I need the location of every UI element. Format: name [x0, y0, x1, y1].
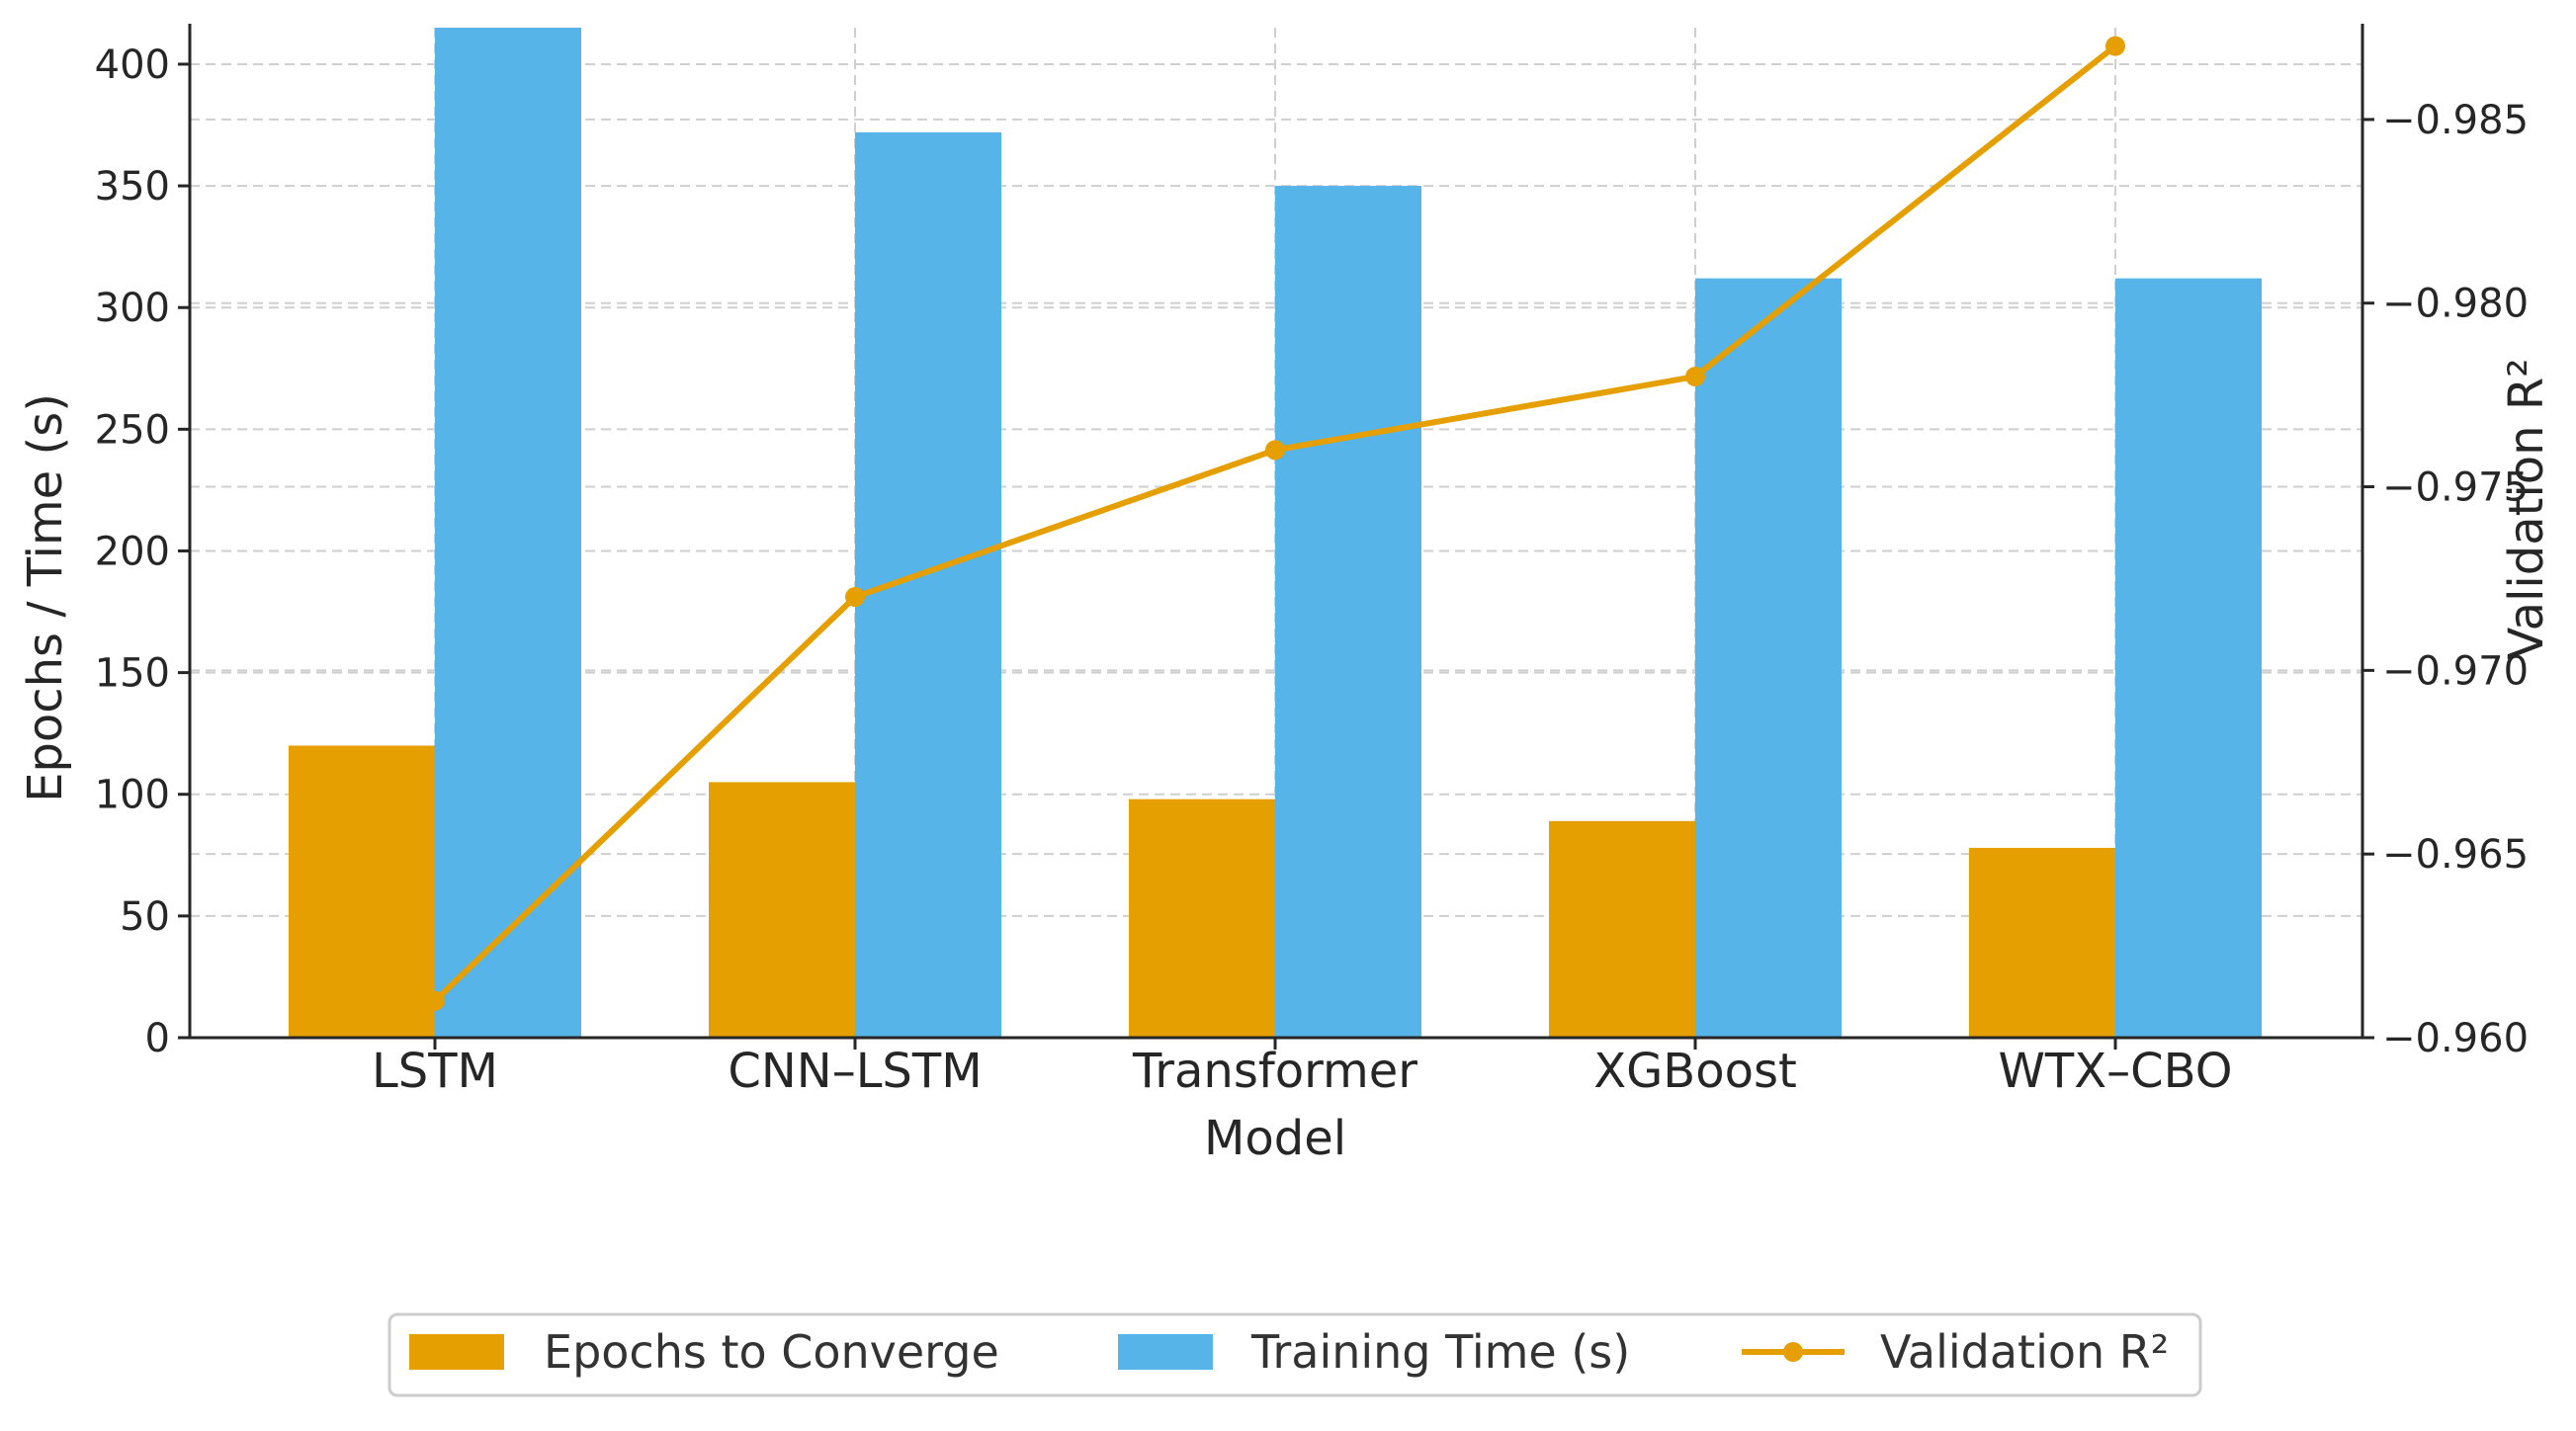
x-tick-label: Transformer — [1132, 1044, 1417, 1099]
y-tick-label-left: 200 — [95, 529, 170, 574]
legend-label-validation: Validation R² — [1880, 1325, 2169, 1379]
x-tick-label: WTX–CBO — [1998, 1044, 2232, 1099]
legend-swatch-training-time — [1118, 1334, 1213, 1370]
y-tick-label-left: 50 — [120, 894, 170, 940]
legend-swatch-epochs — [409, 1334, 504, 1370]
validation-r2-point — [845, 587, 865, 608]
bar-training-time-lstm — [435, 28, 581, 1038]
y-axis-title-right: Validation R² — [2499, 359, 2554, 660]
y-tick-label-right: −0.985 — [2382, 98, 2529, 143]
legend-marker-validation — [1783, 1342, 1803, 1362]
legend-label-training-time: Training Time (s) — [1250, 1325, 1630, 1379]
y-tick-label-left: 0 — [145, 1016, 170, 1061]
x-tick-label: CNN–LSTM — [728, 1044, 982, 1099]
line-layer — [425, 36, 2125, 1011]
bar-training-time-transformer — [1275, 186, 1421, 1039]
bar-training-time-cnn-lstm — [855, 131, 1001, 1038]
y-tick-label-left: 400 — [95, 42, 170, 88]
y-tick-label-left: 350 — [95, 164, 170, 210]
bar-training-time-wtx-cbo — [2115, 278, 2262, 1038]
bar-epochs-transformer — [1129, 799, 1275, 1038]
y-tick-label-left: 300 — [95, 286, 170, 331]
y-tick-label-left: 150 — [95, 651, 170, 697]
y-tick-label-left: 100 — [95, 773, 170, 818]
y-axis-title-left: Epochs / Time (s) — [18, 393, 73, 802]
x-tick-label: XGBoost — [1593, 1044, 1797, 1099]
y-tick-label-right: −0.965 — [2382, 832, 2529, 878]
validation-r2-point — [425, 990, 445, 1011]
validation-r2-point — [1265, 440, 1285, 461]
bar-epochs-cnn-lstm — [709, 782, 855, 1038]
validation-r2-point — [1685, 367, 1705, 387]
bars-layer — [289, 28, 2262, 1039]
legend: Epochs to Converge Training Time (s) Val… — [387, 1312, 2202, 1397]
x-axis-title: Model — [1204, 1111, 1346, 1166]
bar-epochs-xgboost — [1549, 820, 1695, 1038]
y-tick-label-right: −0.960 — [2382, 1016, 2529, 1061]
bar-training-time-xgboost — [1695, 278, 1842, 1038]
x-tick-label: LSTM — [372, 1044, 498, 1099]
axes-layer: 0 50 100 150 200 250 300 350 400 −0.960 −0.965 −0.9… — [95, 24, 2529, 1099]
bar-epochs-lstm — [289, 745, 435, 1038]
y-tick-label-right: −0.975 — [2382, 465, 2529, 511]
y-tick-label-right: −0.980 — [2382, 282, 2529, 327]
legend-label-epochs: Epochs to Converge — [544, 1325, 999, 1379]
legend-frame — [387, 1312, 2202, 1397]
validation-r2-point — [2105, 36, 2125, 56]
y-tick-label-left: 250 — [95, 407, 170, 453]
bar-epochs-wtx-cbo — [1969, 847, 2115, 1038]
y-tick-label-right: −0.970 — [2382, 648, 2529, 694]
labels-layer: Model Epochs / Time (s) Validation R² — [18, 359, 2554, 1166]
